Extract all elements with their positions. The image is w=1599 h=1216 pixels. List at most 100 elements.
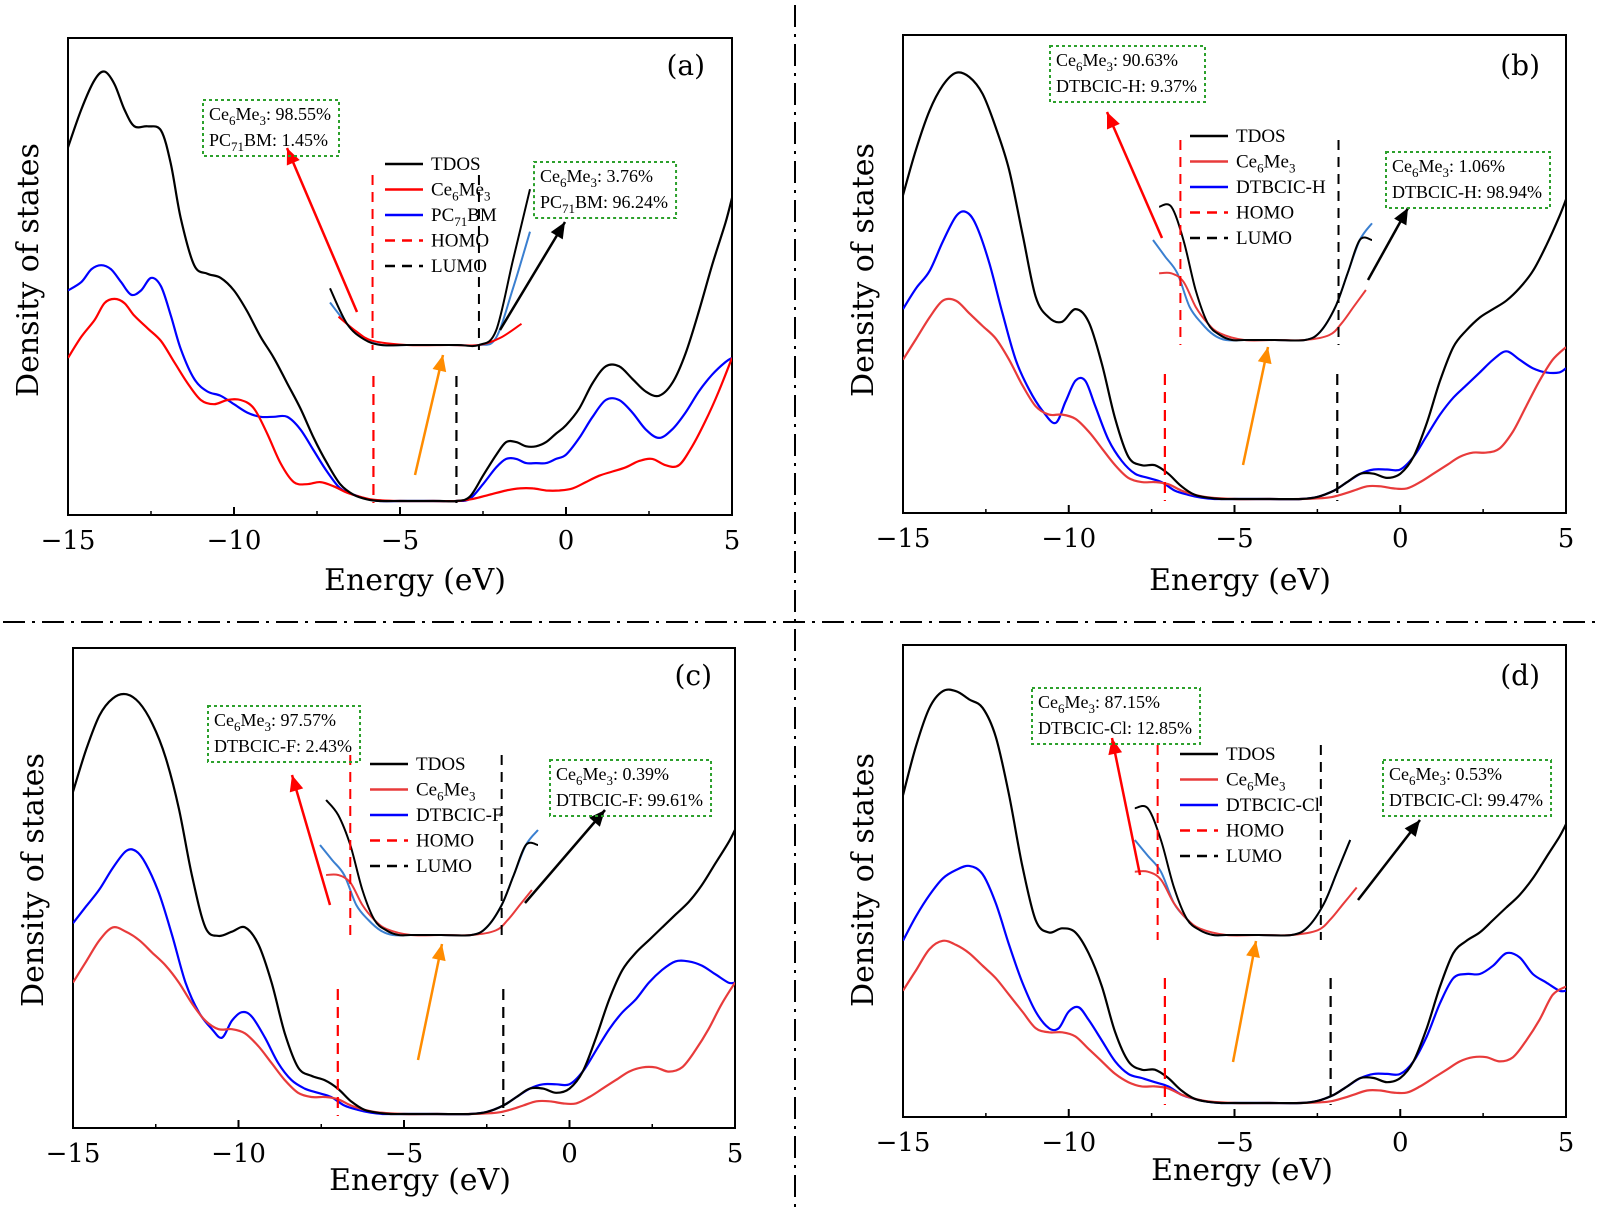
series-group bbox=[73, 692, 735, 1116]
lumo-composition-box-line2: DTBCIC-Cl: 99.47% bbox=[1389, 790, 1543, 810]
lumo-arrow-head bbox=[1394, 208, 1408, 226]
homo-composition-box-border bbox=[207, 705, 362, 763]
lumo-composition-box: Ce6Me3: 1.06%DTBCIC-H: 98.94% bbox=[1385, 151, 1551, 209]
lumo-arrow-head bbox=[589, 810, 605, 827]
lumo-composition-box-border bbox=[533, 161, 678, 219]
plot-frame bbox=[67, 37, 733, 516]
x-tick-label: −5 bbox=[1215, 1128, 1253, 1158]
x-tick-label: −5 bbox=[385, 1139, 423, 1169]
homo-composition-box-border bbox=[1049, 45, 1206, 103]
lumo-composition-box-line1: Ce6Me3: 0.53% bbox=[1389, 764, 1502, 788]
y-axis-label: Density of states bbox=[846, 143, 881, 397]
homo-composition-box-border bbox=[202, 99, 340, 157]
homo-composition-box-border bbox=[1031, 687, 1202, 745]
panel-label: (d) bbox=[1500, 659, 1540, 692]
x-tick-label: 5 bbox=[727, 1139, 744, 1169]
legend-label: LUMO bbox=[431, 256, 487, 277]
homo-composition-box: Ce6Me3: 97.57%DTBCIC-F: 2.43% bbox=[207, 705, 362, 763]
inset bbox=[1152, 140, 1373, 345]
homo-composition-box: Ce6Me3: 87.15%DTBCIC-Cl: 12.85% bbox=[1031, 687, 1202, 745]
legend-label: PC71BM bbox=[431, 205, 497, 229]
panel-2: −15 −10 −5 0 5 Energy (eV) Density of states (c… bbox=[16, 647, 744, 1198]
lumo-arrow bbox=[1357, 819, 1421, 901]
x-tick-label: 5 bbox=[724, 526, 741, 556]
series-line-TDOS bbox=[73, 692, 735, 1116]
panel-label: (c) bbox=[674, 659, 712, 692]
inset bbox=[1134, 745, 1358, 940]
inset-line-TDOS bbox=[325, 799, 539, 937]
series-line-Ce6Me3 bbox=[68, 297, 732, 503]
series-line-TDOS bbox=[903, 688, 1566, 1105]
homo-arrow-head bbox=[1108, 738, 1123, 756]
lumo-composition-box: Ce6Me3: 0.53%DTBCIC-Cl: 99.47% bbox=[1382, 759, 1553, 817]
series-line-DTBCIC-Cl bbox=[903, 864, 1566, 1105]
series-group bbox=[68, 70, 732, 503]
legend-label: DTBCIC-H bbox=[1236, 177, 1326, 198]
x-tick-label: 0 bbox=[561, 1139, 578, 1169]
homo-composition-box: Ce6Me3: 90.63%DTBCIC-H: 9.37% bbox=[1049, 45, 1206, 103]
lumo-composition-box-border bbox=[549, 759, 713, 817]
lumo-arrow bbox=[498, 221, 567, 331]
x-axis-label: Energy (eV) bbox=[1151, 1153, 1333, 1188]
series-line-PC71BM bbox=[68, 264, 732, 503]
homo-arrow-head bbox=[289, 775, 304, 793]
homo-arrow-head bbox=[1106, 112, 1120, 130]
homo-composition-box-line1: Ce6Me3: 98.55% bbox=[209, 104, 331, 128]
x-tick-label: 5 bbox=[1558, 1128, 1575, 1158]
lumo-composition-box-line2: DTBCIC-H: 98.94% bbox=[1392, 182, 1542, 202]
zoom-arrow-head bbox=[1257, 347, 1272, 365]
x-tick-label: −10 bbox=[211, 1139, 266, 1169]
homo-composition-box-line2: DTBCIC-Cl: 12.85% bbox=[1038, 718, 1192, 738]
homo-composition-box: Ce6Me3: 98.55%PC71BM: 1.45% bbox=[202, 99, 340, 157]
inset bbox=[319, 755, 539, 940]
legend-label: HOMO bbox=[1226, 821, 1284, 842]
x-axis-label: Energy (eV) bbox=[329, 1163, 511, 1198]
series-line-DTBCIC-F bbox=[73, 848, 735, 1116]
lumo-composition-box-line2: DTBCIC-F: 99.61% bbox=[556, 790, 703, 810]
zoom-arrow-head bbox=[432, 355, 447, 373]
inset-line-TDOS bbox=[329, 188, 531, 348]
zoom-arrow bbox=[413, 354, 445, 476]
homo-composition-box-line2: PC71BM: 1.45% bbox=[209, 130, 328, 154]
panel-1: −15 −10 −5 0 5 Energy (eV) Density of states (b… bbox=[846, 34, 1574, 598]
x-axis-label: Energy (eV) bbox=[324, 563, 506, 598]
y-axis-label: Density of states bbox=[11, 143, 46, 397]
series-group bbox=[903, 71, 1566, 501]
legend-label: HOMO bbox=[1236, 203, 1294, 224]
inset-line-TDOS bbox=[1158, 203, 1373, 342]
x-tick-label: −10 bbox=[207, 526, 262, 556]
legend-label: TDOS bbox=[1226, 744, 1276, 765]
homo-arrow bbox=[1110, 737, 1142, 876]
legend-label: DTBCIC-Cl bbox=[1226, 795, 1320, 816]
inset-line-TDOS bbox=[1134, 805, 1352, 937]
legend-label: Ce6Me3 bbox=[1226, 770, 1285, 794]
panel-3: −15 −10 −5 0 5 Energy (eV) Density of states (d… bbox=[846, 644, 1575, 1188]
homo-composition-box-line1: Ce6Me3: 97.57% bbox=[214, 710, 336, 734]
legend-label: LUMO bbox=[1226, 846, 1282, 867]
x-tick-label: −5 bbox=[381, 526, 419, 556]
zoom-arrow-head bbox=[431, 944, 446, 962]
zoom-arrow bbox=[1241, 346, 1270, 466]
homo-arrow bbox=[285, 147, 359, 313]
legend-label: HOMO bbox=[431, 231, 489, 252]
series-group bbox=[903, 688, 1566, 1105]
legend-label: TDOS bbox=[431, 154, 481, 175]
legend-label: LUMO bbox=[1236, 228, 1292, 249]
legend-label: TDOS bbox=[416, 754, 466, 775]
x-tick-label: −15 bbox=[46, 1139, 101, 1169]
legend-label: Ce6Me3 bbox=[431, 180, 490, 204]
plot-frame bbox=[72, 647, 736, 1129]
lumo-composition-box-line1: Ce6Me3: 1.06% bbox=[1392, 156, 1505, 180]
zoom-arrow bbox=[416, 943, 444, 1061]
lumo-arrow-head bbox=[550, 222, 565, 240]
legend-label: Ce6Me3 bbox=[416, 780, 475, 804]
homo-arrow-head bbox=[286, 148, 300, 166]
lumo-composition-box-line2: PC71BM: 96.24% bbox=[540, 192, 668, 216]
x-tick-label: 0 bbox=[1392, 1128, 1409, 1158]
plot-frame bbox=[902, 644, 1567, 1118]
series-line-DTBCIC-H bbox=[903, 210, 1566, 501]
